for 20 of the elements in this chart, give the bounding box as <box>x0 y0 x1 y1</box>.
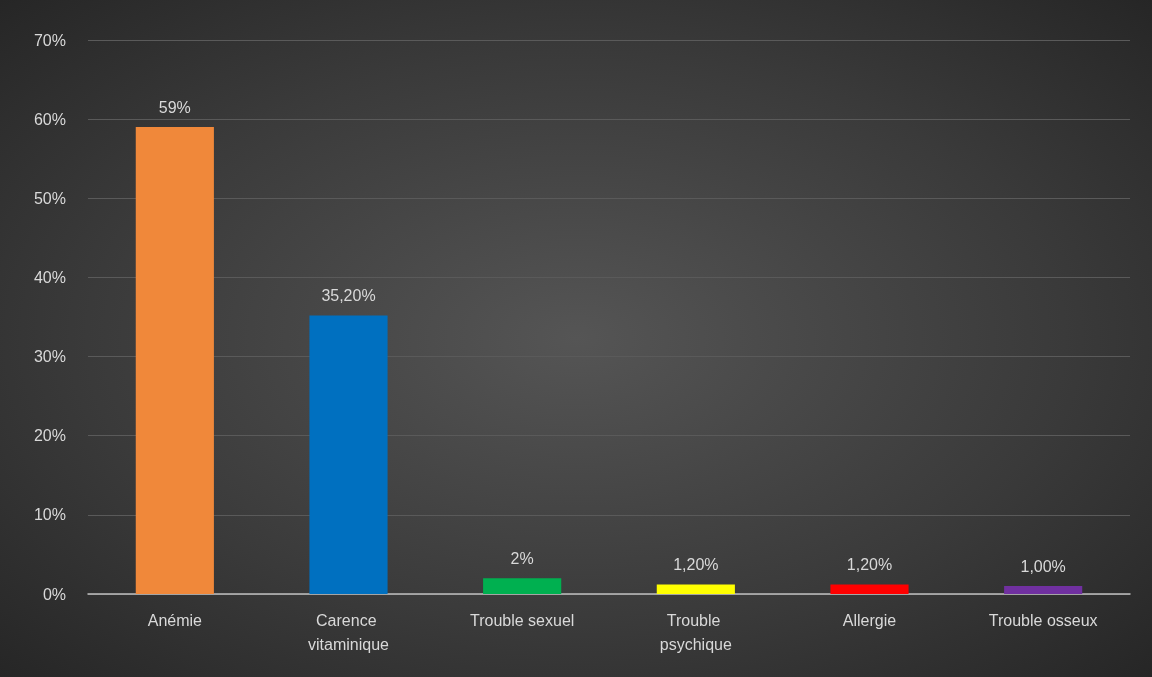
y-tick-label: 40% <box>33 268 66 286</box>
data-label: 1,20% <box>673 556 719 573</box>
x-tick-label: Carence vitaminique <box>308 611 390 653</box>
data-label: 59% <box>158 98 191 116</box>
data-label: 1,00% <box>1020 557 1066 575</box>
y-tick-label: 30% <box>33 348 66 366</box>
x-tick-label: Allergie <box>842 611 897 629</box>
y-tick-label: 50% <box>33 189 66 207</box>
y-tick-label: 10% <box>33 506 66 524</box>
x-tick-label: Trouble psychique <box>659 611 732 653</box>
y-tick-label: 70% <box>33 31 66 49</box>
x-tick-label: Anémie <box>147 611 203 629</box>
y-tick-label: 20% <box>33 427 66 445</box>
x-tick-label: Trouble osseux <box>988 611 1098 629</box>
data-label: 2% <box>510 549 534 567</box>
data-label: 35,20% <box>321 286 376 304</box>
y-tick-label: 60% <box>33 110 66 128</box>
data-label: 1,20% <box>846 556 893 573</box>
x-tick-label: Trouble sexuel <box>469 611 575 629</box>
y-tick-label: 0% <box>42 585 66 603</box>
